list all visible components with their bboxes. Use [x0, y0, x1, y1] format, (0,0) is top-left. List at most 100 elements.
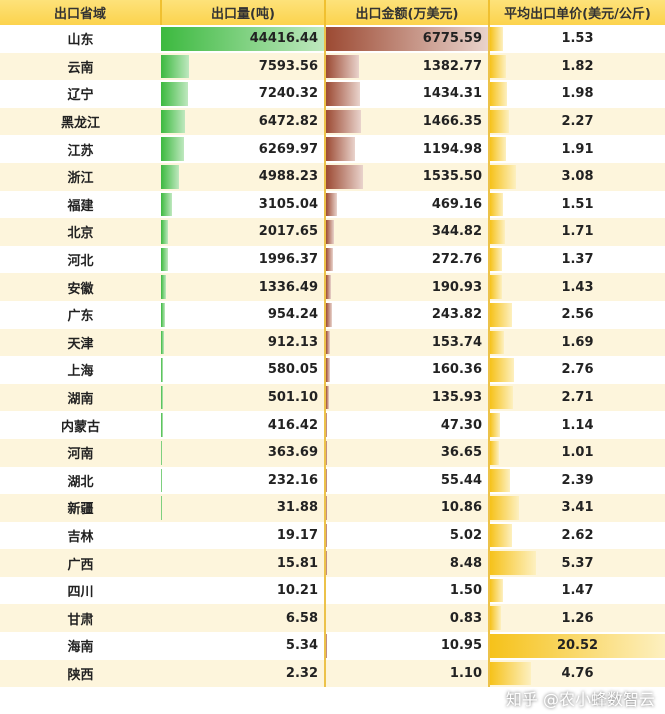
cell-value: 北京 [67, 226, 94, 242]
cell-value: 2.39 [561, 472, 594, 488]
price-cell: 1.26 [489, 604, 665, 633]
data-bar [490, 661, 531, 686]
amount-cell: 6775.59 [325, 25, 490, 53]
data-bar [326, 164, 363, 189]
data-bar [326, 109, 362, 134]
table-row: 海南 5.34 10.95 20.52 [0, 632, 665, 660]
volume-cell: 954.24 [161, 300, 326, 329]
cell-value: 湖南 [67, 392, 94, 408]
province-cell: 山东 [0, 25, 161, 53]
data-bar [490, 634, 665, 658]
data-bar [490, 192, 503, 217]
volume-cell: 7593.56 [161, 52, 326, 81]
table-row: 吉林 19.17 5.02 2.62 [0, 521, 665, 550]
data-bar [326, 220, 335, 244]
volume-cell: 44416.44 [161, 25, 326, 53]
cell-value: 辽宁 [67, 88, 94, 104]
cell-value: 新疆 [67, 502, 94, 518]
cell-value: 广东 [67, 309, 94, 325]
data-bar [490, 220, 505, 244]
data-bar [490, 578, 503, 603]
table-row: 浙江 4988.23 1535.50 3.08 [0, 162, 665, 191]
province-cell: 云南 [0, 52, 161, 81]
amount-cell: 160.36 [325, 356, 490, 384]
amount-cell: 8.48 [325, 549, 490, 577]
province-cell: 上海 [0, 356, 161, 384]
cell-value: 河南 [67, 447, 94, 463]
data-bar [490, 27, 504, 51]
volume-cell: 912.13 [161, 328, 326, 357]
cell-value: 1382.77 [422, 58, 482, 74]
data-bar [490, 275, 503, 299]
amount-cell: 1194.98 [325, 135, 490, 163]
data-bar [161, 358, 164, 382]
cell-value: 2.76 [561, 362, 594, 378]
volume-cell: 5.34 [161, 632, 326, 660]
price-cell: 2.76 [489, 356, 665, 384]
data-bar [161, 109, 185, 134]
cell-value: 36.65 [440, 445, 482, 461]
province-cell: 浙江 [0, 162, 161, 191]
province-cell: 天津 [0, 328, 161, 357]
data-bar [161, 440, 163, 465]
cell-value: 江苏 [67, 143, 94, 159]
volume-cell: 6.58 [161, 604, 326, 633]
price-cell: 3.41 [489, 494, 665, 522]
cell-value: 四川 [67, 585, 94, 601]
volume-cell: 15.81 [161, 549, 326, 577]
amount-cell: 1382.77 [325, 52, 490, 81]
data-bar [161, 468, 162, 493]
cell-value: 1.53 [561, 31, 594, 47]
amount-cell: 47.30 [325, 411, 490, 439]
cell-value: 上海 [67, 364, 94, 380]
cell-value: 1.10 [449, 665, 482, 681]
table-row: 广东 954.24 243.82 2.56 [0, 300, 665, 329]
province-cell: 福建 [0, 191, 161, 219]
province-cell: 内蒙古 [0, 411, 161, 439]
province-cell: 吉林 [0, 522, 161, 550]
cell-value: 5.34 [285, 638, 318, 654]
cell-value: 2.62 [561, 527, 594, 543]
cell-value: 6.58 [285, 610, 318, 626]
cell-value: 160.36 [431, 362, 482, 378]
data-bar [161, 137, 184, 161]
province-cell: 湖南 [0, 383, 161, 412]
cell-value: 135.93 [431, 390, 482, 406]
amount-cell: 1434.31 [325, 80, 490, 108]
cell-value: 3.08 [561, 169, 594, 185]
data-bar [161, 302, 165, 327]
cell-value: 190.93 [431, 279, 482, 295]
table-row: 北京 2017.65 344.82 1.71 [0, 218, 665, 246]
volume-cell: 6472.82 [161, 107, 326, 136]
data-bar [161, 54, 189, 79]
table-row: 新疆 31.88 10.86 3.41 [0, 494, 665, 522]
data-bar [161, 330, 165, 355]
amount-cell: 36.65 [325, 438, 490, 467]
cell-value: 363.69 [267, 445, 318, 461]
data-bar [326, 385, 330, 410]
amount-cell: 135.93 [325, 383, 490, 412]
cell-value: 吉林 [67, 529, 94, 545]
cell-value: 954.24 [267, 307, 318, 323]
data-bar [161, 220, 169, 244]
cell-value: 2.27 [561, 114, 594, 130]
cell-value: 1.82 [561, 58, 594, 74]
cell-value: 广西 [67, 557, 94, 573]
volume-cell: 501.10 [161, 383, 326, 412]
cell-value: 天津 [67, 336, 94, 352]
volume-cell: 2017.65 [161, 218, 326, 246]
cell-value: 2.32 [285, 665, 318, 681]
data-bar [161, 413, 163, 437]
data-bar [161, 82, 188, 106]
province-cell: 新疆 [0, 494, 161, 522]
data-bar [161, 27, 324, 51]
cell-value: 1336.49 [258, 279, 318, 295]
volume-cell: 1996.37 [161, 245, 326, 274]
province-cell: 北京 [0, 218, 161, 246]
cell-value: 44416.44 [249, 31, 318, 47]
cell-value: 6775.59 [422, 31, 482, 47]
cell-value: 陕西 [67, 667, 94, 683]
volume-cell: 3105.04 [161, 190, 326, 219]
volume-cell: 6269.97 [161, 135, 326, 163]
table-row: 山东 44416.44 6775.59 1.53 [0, 25, 665, 53]
